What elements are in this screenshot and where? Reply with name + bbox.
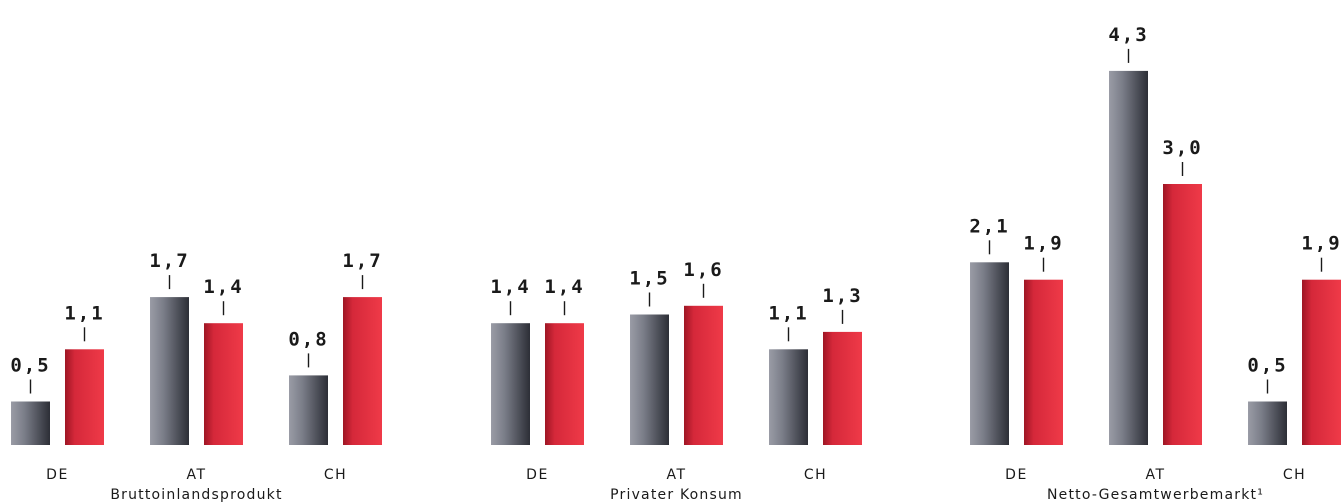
bar-ch-series-2 [823, 331, 862, 445]
category-label-at: AT [666, 467, 686, 483]
value-label: 1,4 [490, 276, 530, 298]
value-label: 3,0 [1162, 137, 1202, 159]
value-label: 1,3 [822, 285, 862, 307]
bar-de-series-1 [491, 323, 530, 445]
category-label-ch: CH [324, 467, 347, 483]
category-label-at: AT [186, 467, 206, 483]
chart-group-1: 0,5 1,1 DE 1,7 1,4 AT 0,8 1,7 CH Bruttoinlandspro… [10, 250, 382, 503]
chart-title: Bruttoinlandsprodukt [110, 487, 282, 503]
bar-de-series-2 [65, 349, 104, 445]
category-label-ch: CH [1283, 467, 1306, 483]
value-label: 4,3 [1108, 24, 1148, 46]
bar-de-series-2 [545, 323, 584, 445]
bar-ch-series-2 [1302, 279, 1341, 445]
bar-de-series-2 [1024, 279, 1063, 445]
bar-at-series-2 [684, 305, 723, 445]
category-label-de: DE [46, 467, 69, 483]
chart-group-3: 2,1 1,9 DE 4,3 3,0 AT 0,5 1,9 CH Netto-Gesamtwerb… [969, 24, 1341, 503]
value-label: 1,5 [629, 268, 669, 290]
bar-at-series-2 [1163, 184, 1202, 445]
chart-title: Privater Konsum [610, 487, 743, 503]
category-label-de: DE [526, 467, 549, 483]
value-label: 1,4 [203, 276, 243, 298]
bar-ch-series-1 [769, 349, 808, 445]
value-label: 1,1 [768, 302, 808, 324]
category-label-de: DE [1005, 467, 1028, 483]
category-label-ch: CH [804, 467, 827, 483]
bar-de-series-1 [970, 262, 1009, 445]
bar-ch-series-1 [289, 375, 328, 445]
chart-group-2: 1,4 1,4 DE 1,5 1,6 AT 1,1 1,3 CH Privater Konsum [490, 259, 862, 503]
value-label: 1,6 [683, 259, 723, 281]
bar-de-series-1 [11, 401, 50, 445]
chart-title: Netto-Gesamtwerbemarkt¹ [1047, 487, 1264, 503]
category-label-at: AT [1145, 467, 1165, 483]
value-label: 0,8 [288, 328, 328, 350]
value-label: 0,5 [10, 355, 50, 377]
bar-at-series-1 [630, 314, 669, 445]
value-label: 1,7 [342, 250, 382, 272]
bar-at-series-1 [1109, 70, 1148, 446]
value-label: 1,1 [64, 302, 104, 324]
bar-at-series-2 [204, 323, 243, 445]
bar-ch-series-1 [1248, 401, 1287, 445]
value-label: 1,4 [544, 276, 584, 298]
bar-ch-series-2 [343, 297, 382, 445]
value-label: 1,9 [1301, 233, 1341, 255]
bar-at-series-1 [150, 297, 189, 445]
value-label: 1,7 [149, 250, 189, 272]
value-label: 2,1 [969, 215, 1009, 237]
value-label: 0,5 [1247, 355, 1287, 377]
value-label: 1,9 [1023, 233, 1063, 255]
